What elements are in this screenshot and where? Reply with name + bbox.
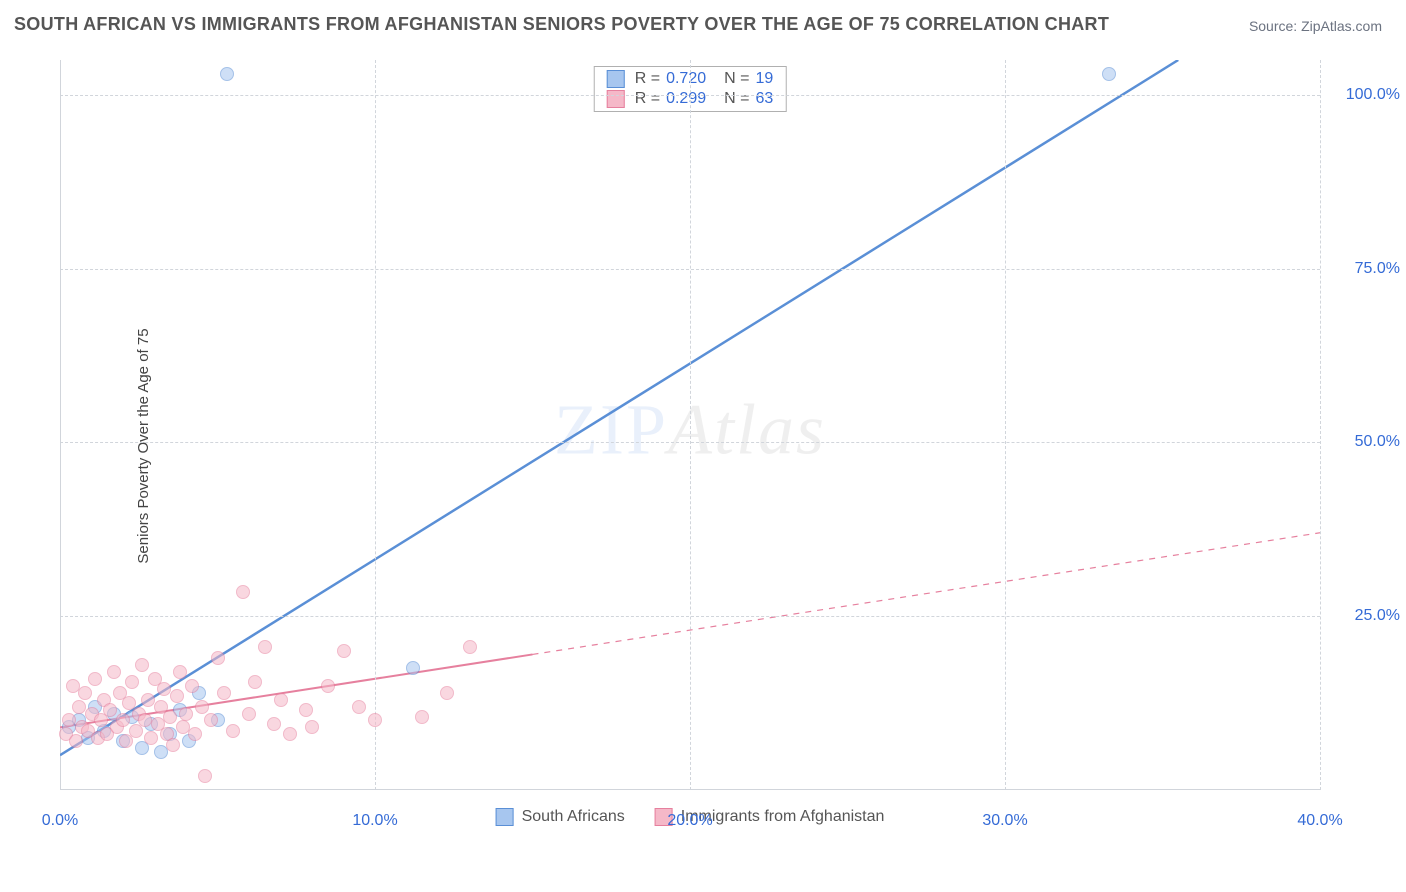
- scatter-point: [242, 707, 256, 721]
- stat-n-label: N =: [724, 90, 749, 108]
- scatter-point: [337, 644, 351, 658]
- y-axis-line: [60, 60, 61, 790]
- scatter-point: [173, 665, 187, 679]
- scatter-point: [299, 703, 313, 717]
- scatter-point: [368, 713, 382, 727]
- scatter-point: [116, 713, 130, 727]
- scatter-point: [204, 713, 218, 727]
- y-tick-label: 25.0%: [1330, 607, 1400, 625]
- scatter-point: [283, 727, 297, 741]
- scatter-point: [144, 731, 158, 745]
- chart-container: SOUTH AFRICAN VS IMMIGRANTS FROM AFGHANI…: [0, 0, 1406, 892]
- scatter-point: [135, 658, 149, 672]
- scatter-point: [463, 640, 477, 654]
- scatter-point: [163, 710, 177, 724]
- x-tick-label: 40.0%: [1297, 812, 1342, 830]
- scatter-point: [195, 700, 209, 714]
- legend-item: South Africans: [496, 808, 625, 826]
- stat-n-value: 63: [755, 90, 773, 108]
- stat-r-value: 0.720: [666, 70, 706, 88]
- scatter-point: [125, 675, 139, 689]
- y-tick-label: 100.0%: [1330, 86, 1400, 104]
- scatter-point: [406, 661, 420, 675]
- stat-r-label: R =: [635, 70, 660, 88]
- scatter-point: [267, 717, 281, 731]
- scatter-point: [258, 640, 272, 654]
- scatter-point: [78, 686, 92, 700]
- gridline-vertical: [1005, 60, 1006, 790]
- gridline-vertical: [690, 60, 691, 790]
- source-label: Source: ZipAtlas.com: [1249, 18, 1382, 34]
- scatter-point: [321, 679, 335, 693]
- scatter-point: [248, 675, 262, 689]
- scatter-point: [69, 734, 83, 748]
- legend-label: South Africans: [522, 808, 625, 825]
- scatter-point: [211, 651, 225, 665]
- stat-n-value: 19: [755, 70, 773, 88]
- chart-title: SOUTH AFRICAN VS IMMIGRANTS FROM AFGHANI…: [14, 14, 1109, 35]
- gridline-vertical: [375, 60, 376, 790]
- scatter-point: [274, 693, 288, 707]
- scatter-point: [188, 727, 202, 741]
- x-tick-label: 10.0%: [352, 812, 397, 830]
- scatter-point: [166, 738, 180, 752]
- scatter-point: [217, 686, 231, 700]
- legend-swatch: [496, 808, 514, 826]
- gridline-vertical: [1320, 60, 1321, 790]
- y-tick-label: 75.0%: [1330, 260, 1400, 278]
- x-tick-label: 30.0%: [982, 812, 1027, 830]
- legend-swatch: [607, 90, 625, 108]
- scatter-point: [103, 703, 117, 717]
- scatter-point: [154, 745, 168, 759]
- watermark-bold: ZIP: [554, 389, 668, 469]
- scatter-point: [198, 769, 212, 783]
- plot-area: ZIPAtlas R = 0.720 N = 19 R = 0.299 N = 63 Sout…: [60, 60, 1320, 830]
- scatter-point: [220, 67, 234, 81]
- watermark-light: Atlas: [668, 389, 826, 469]
- scatter-point: [415, 710, 429, 724]
- stat-n-label: N =: [724, 70, 749, 88]
- legend-swatch: [607, 70, 625, 88]
- scatter-point: [179, 707, 193, 721]
- scatter-point: [236, 585, 250, 599]
- trend-line-dashed: [533, 533, 1321, 655]
- scatter-point: [1102, 67, 1116, 81]
- scatter-point: [185, 679, 199, 693]
- x-tick-label: 0.0%: [42, 812, 78, 830]
- stat-r-value: 0.299: [666, 90, 706, 108]
- scatter-point: [352, 700, 366, 714]
- scatter-point: [305, 720, 319, 734]
- stat-r-label: R =: [635, 90, 660, 108]
- trend-line: [60, 60, 1178, 755]
- x-tick-label: 20.0%: [667, 812, 712, 830]
- scatter-point: [170, 689, 184, 703]
- scatter-point: [107, 665, 121, 679]
- scatter-point: [88, 672, 102, 686]
- scatter-point: [440, 686, 454, 700]
- scatter-point: [226, 724, 240, 738]
- y-tick-label: 50.0%: [1330, 433, 1400, 451]
